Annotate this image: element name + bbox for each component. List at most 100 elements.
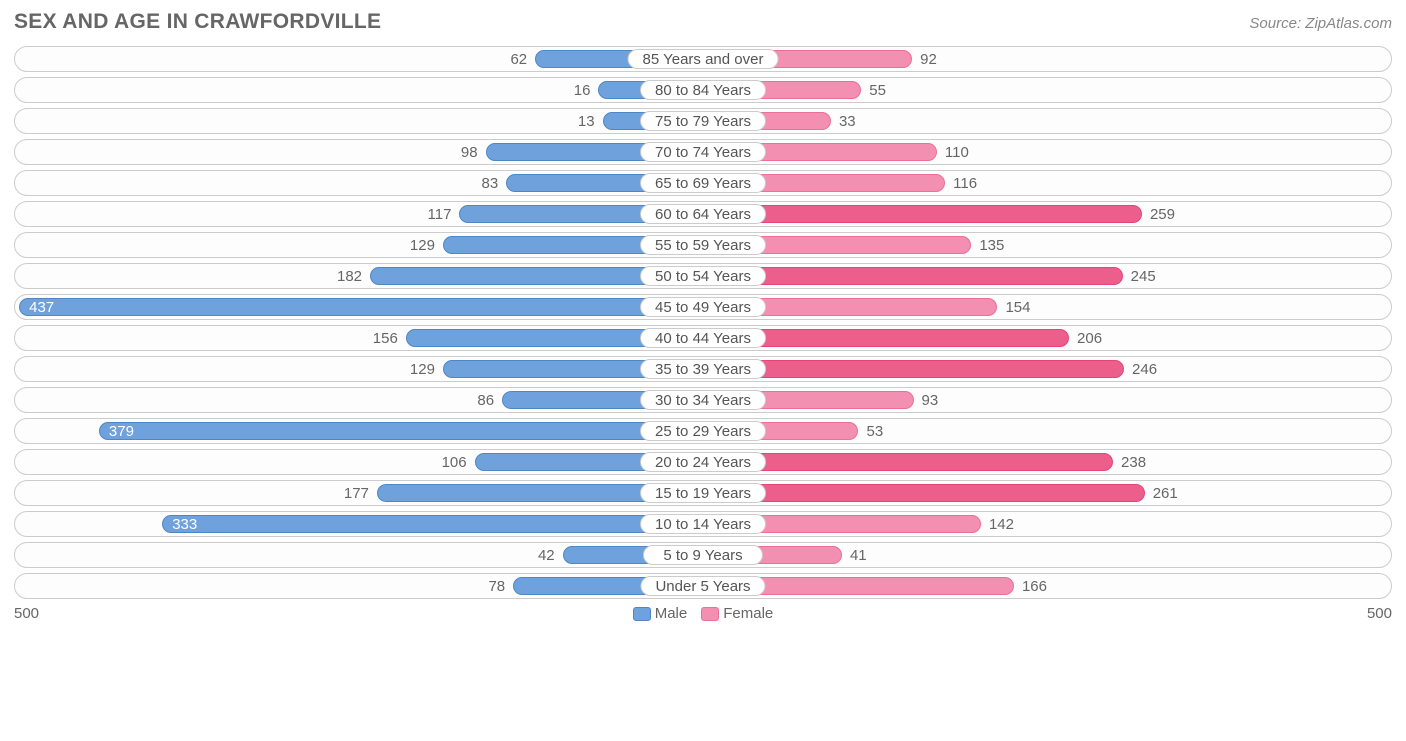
male-value: 129 <box>410 357 435 383</box>
female-value: 110 <box>945 140 969 166</box>
row-track: 62 92 85 Years and over <box>14 46 1392 72</box>
row-track: 78 166 Under 5 Years <box>14 573 1392 599</box>
row-track: 333 142 10 to 14 Years <box>14 511 1392 537</box>
age-category-pill: 15 to 19 Years <box>640 483 766 503</box>
row-track: 42415 to 9 Years <box>14 542 1392 568</box>
male-bar <box>162 515 703 533</box>
legend-swatch-female <box>701 607 719 621</box>
age-category-pill: 10 to 14 Years <box>640 514 766 534</box>
male-value: 182 <box>337 264 362 290</box>
male-value: 86 <box>477 388 494 414</box>
chart-title: SEX AND AGE IN CRAWFORDVILLE <box>14 10 381 34</box>
female-value: 261 <box>1153 481 1178 507</box>
female-bar <box>703 205 1142 223</box>
female-value: 55 <box>869 78 886 104</box>
female-value: 93 <box>922 388 939 414</box>
male-value: 437 <box>29 295 54 321</box>
legend-female-label: Female <box>723 605 773 622</box>
male-value: 129 <box>410 233 435 259</box>
male-value: 333 <box>172 512 197 538</box>
legend-female: Female <box>701 605 773 622</box>
age-row: 177 261 15 to 19 Years <box>14 480 1392 506</box>
age-row: 83 116 65 to 69 Years <box>14 170 1392 196</box>
source-name: ZipAtlas.com <box>1305 15 1392 32</box>
chart-footer: 500 Male Female 500 <box>14 605 1392 622</box>
female-value: 166 <box>1022 574 1047 600</box>
male-value: 117 <box>428 202 452 228</box>
age-row: 117 259 60 to 64 Years <box>14 201 1392 227</box>
age-category-pill: 25 to 29 Years <box>640 421 766 441</box>
row-track: 3795325 to 29 Years <box>14 418 1392 444</box>
female-value: 92 <box>920 47 937 73</box>
female-bar <box>703 360 1124 378</box>
row-track: 98 110 70 to 74 Years <box>14 139 1392 165</box>
age-row: 86 93 30 to 34 Years <box>14 387 1392 413</box>
age-row: 437 154 45 to 49 Years <box>14 294 1392 320</box>
male-bar <box>99 422 703 440</box>
female-value: 154 <box>1005 295 1030 321</box>
female-value: 206 <box>1077 326 1102 352</box>
legend-male: Male <box>633 605 688 622</box>
row-track: 13 33 75 to 79 Years <box>14 108 1392 134</box>
age-category-pill: 30 to 34 Years <box>640 390 766 410</box>
age-category-pill: 40 to 44 Years <box>640 328 766 348</box>
male-bar <box>19 298 703 316</box>
age-row: 182 245 50 to 54 Years <box>14 263 1392 289</box>
female-value: 142 <box>989 512 1014 538</box>
age-category-pill: 50 to 54 Years <box>640 266 766 286</box>
age-row: 42415 to 9 Years <box>14 542 1392 568</box>
row-track: 156 206 40 to 44 Years <box>14 325 1392 351</box>
male-value: 83 <box>482 171 499 197</box>
female-value: 245 <box>1131 264 1156 290</box>
female-value: 33 <box>839 109 856 135</box>
age-row: 78 166 Under 5 Years <box>14 573 1392 599</box>
age-row: 106 238 20 to 24 Years <box>14 449 1392 475</box>
row-track: 86 93 30 to 34 Years <box>14 387 1392 413</box>
row-track: 12924635 to 39 Years <box>14 356 1392 382</box>
age-category-pill: 60 to 64 Years <box>640 204 766 224</box>
source-prefix: Source: <box>1249 15 1305 32</box>
age-row: 62 92 85 Years and over <box>14 46 1392 72</box>
age-category-pill: 45 to 49 Years <box>640 297 766 317</box>
row-track: 182 245 50 to 54 Years <box>14 263 1392 289</box>
age-category-pill: 55 to 59 Years <box>640 235 766 255</box>
female-value: 135 <box>979 233 1004 259</box>
age-category-pill: 70 to 74 Years <box>640 142 766 162</box>
male-value: 62 <box>510 47 527 73</box>
legend: Male Female <box>633 605 774 622</box>
female-value: 116 <box>953 171 977 197</box>
age-row: 156 206 40 to 44 Years <box>14 325 1392 351</box>
legend-male-label: Male <box>655 605 688 622</box>
male-value: 98 <box>461 140 478 166</box>
male-value: 13 <box>578 109 595 135</box>
row-track: 117 259 60 to 64 Years <box>14 201 1392 227</box>
age-category-pill: 75 to 79 Years <box>640 111 766 131</box>
row-track: 106 238 20 to 24 Years <box>14 449 1392 475</box>
male-value: 106 <box>442 450 467 476</box>
female-value: 238 <box>1121 450 1146 476</box>
chart-header: SEX AND AGE IN CRAWFORDVILLE Source: Zip… <box>14 10 1392 34</box>
age-category-pill: 85 Years and over <box>628 49 779 69</box>
row-track: 177 261 15 to 19 Years <box>14 480 1392 506</box>
axis-max-right: 500 <box>1367 605 1392 622</box>
population-pyramid: 629285 Years and over165580 to 84 Years1… <box>14 46 1392 599</box>
age-category-pill: 20 to 24 Years <box>640 452 766 472</box>
male-value: 42 <box>538 543 555 569</box>
age-category-pill: 35 to 39 Years <box>640 359 766 379</box>
female-value: 259 <box>1150 202 1175 228</box>
age-category-pill: 80 to 84 Years <box>640 80 766 100</box>
age-row: 3795325 to 29 Years <box>14 418 1392 444</box>
age-row: 13 33 75 to 79 Years <box>14 108 1392 134</box>
row-track: 165580 to 84 Years <box>14 77 1392 103</box>
male-value: 177 <box>344 481 369 507</box>
male-value: 156 <box>373 326 398 352</box>
row-track: 437 154 45 to 49 Years <box>14 294 1392 320</box>
female-value: 53 <box>866 419 883 445</box>
age-row: 333 142 10 to 14 Years <box>14 511 1392 537</box>
male-value: 78 <box>488 574 505 600</box>
age-category-pill: 65 to 69 Years <box>640 173 766 193</box>
age-row: 12924635 to 39 Years <box>14 356 1392 382</box>
row-track: 83 116 65 to 69 Years <box>14 170 1392 196</box>
age-row: 129 135 55 to 59 Years <box>14 232 1392 258</box>
age-category-pill: Under 5 Years <box>640 576 765 596</box>
